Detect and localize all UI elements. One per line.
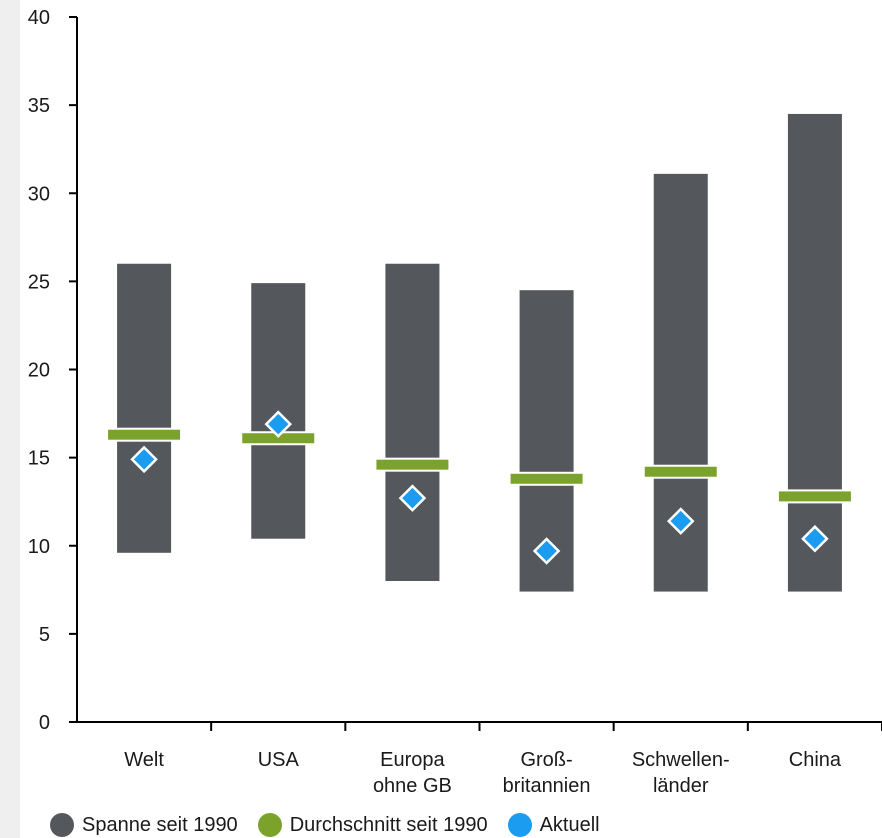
y-tick-label: 5 [39, 624, 50, 646]
range-bar [117, 263, 172, 553]
legend-item-average: Durchschnitt seit 1990 [257, 813, 488, 837]
legend: Spanne seit 1990 Durchschnitt seit 1990 … [50, 812, 600, 838]
legend-item-range: Spanne seit 1990 [50, 813, 238, 837]
legend-label-average: Durchschnitt seit 1990 [289, 813, 488, 836]
x-tick-label: Schwellen-länder [632, 749, 730, 797]
y-tick-label: 10 [28, 536, 50, 558]
x-tick-label: USA [258, 749, 300, 771]
range-bar [385, 263, 440, 581]
legend-label-current: Aktuell [539, 813, 600, 836]
y-tick-label: 0 [39, 712, 50, 734]
legend-item-current: Aktuell [507, 813, 600, 837]
y-tick-label: 20 [28, 360, 50, 382]
legend-swatch-average [257, 813, 282, 837]
current-diamond [398, 484, 427, 512]
current-diamond [532, 537, 561, 565]
x-tick-label: Groß-britannien [503, 749, 591, 797]
range-bar [787, 113, 842, 592]
y-tick-label: 25 [28, 271, 50, 293]
legend-swatch-range [50, 813, 74, 837]
legend-label-range: Spanne seit 1990 [82, 813, 238, 836]
x-tick-label: Welt [124, 749, 164, 771]
legend-swatch-current [507, 813, 532, 837]
y-tick-label: 30 [28, 183, 50, 205]
y-tick-label: 15 [28, 448, 50, 470]
average-marker [374, 457, 451, 472]
average-marker [642, 464, 719, 479]
left-margin-strip [0, 0, 20, 838]
x-tick-label: Europa ohne GB [373, 749, 452, 797]
current-diamond [801, 524, 829, 553]
average-marker [776, 489, 853, 504]
current-diamond [666, 507, 695, 535]
current-diamond [264, 410, 293, 438]
y-tick-label: 35 [28, 95, 50, 117]
y-tick-label: 40 [28, 7, 50, 29]
current-diamond [130, 445, 158, 474]
average-marker [508, 471, 585, 486]
x-tick-label: China [789, 749, 842, 771]
average-marker [106, 427, 183, 442]
